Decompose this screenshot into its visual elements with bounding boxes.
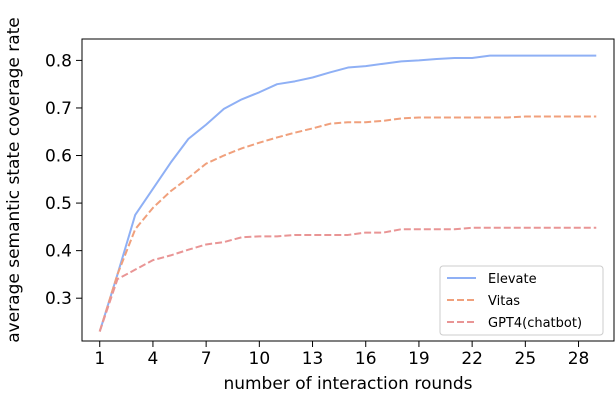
y-tick-label: 0.8 — [45, 51, 72, 71]
x-tick-label: 4 — [148, 349, 159, 369]
y-axis: 0.3 0.4 0.5 0.6 0.7 0.8 — [45, 51, 82, 309]
y-tick-label: 0.4 — [45, 242, 72, 262]
series-line-1 — [98, 54, 597, 332]
plot-area — [81, 38, 615, 342]
series-line-2 — [98, 115, 597, 332]
plot-frame — [81, 38, 615, 342]
x-tick-label: 13 — [302, 349, 324, 369]
x-tick-label: 22 — [461, 349, 483, 369]
x-tick-label: 7 — [201, 349, 212, 369]
x-tick-label: 10 — [249, 349, 271, 369]
legend-items: Elevate Vitas GPT4(chatbot) — [447, 272, 582, 331]
y-axis-label: average semantic state coverage rate — [4, 17, 24, 343]
x-tick-label: 25 — [515, 349, 537, 369]
legend-box — [439, 265, 604, 336]
x-tick-label: 1 — [94, 349, 105, 369]
x-tick-label: 28 — [568, 349, 590, 369]
x-axis-label: number of interaction rounds — [223, 374, 472, 394]
legend-label-3: GPT4(chatbot) — [488, 316, 582, 331]
y-tick-label: 0.7 — [45, 99, 72, 119]
x-tick-label: 19 — [408, 349, 430, 369]
y-tick-label: 0.3 — [45, 289, 72, 309]
legend-label-1: Elevate — [488, 272, 537, 287]
y-tick-label: 0.5 — [45, 194, 72, 214]
legend-label-2: Vitas — [488, 294, 520, 309]
y-tick-label: 0.6 — [45, 147, 72, 167]
series-line-3 — [98, 226, 597, 332]
x-tick-label: 16 — [355, 349, 377, 369]
series-group — [98, 54, 597, 332]
legend: Elevate Vitas GPT4(chatbot) — [439, 265, 604, 336]
x-axis: 1 4 7 10 13 16 19 22 25 28 — [94, 341, 589, 369]
